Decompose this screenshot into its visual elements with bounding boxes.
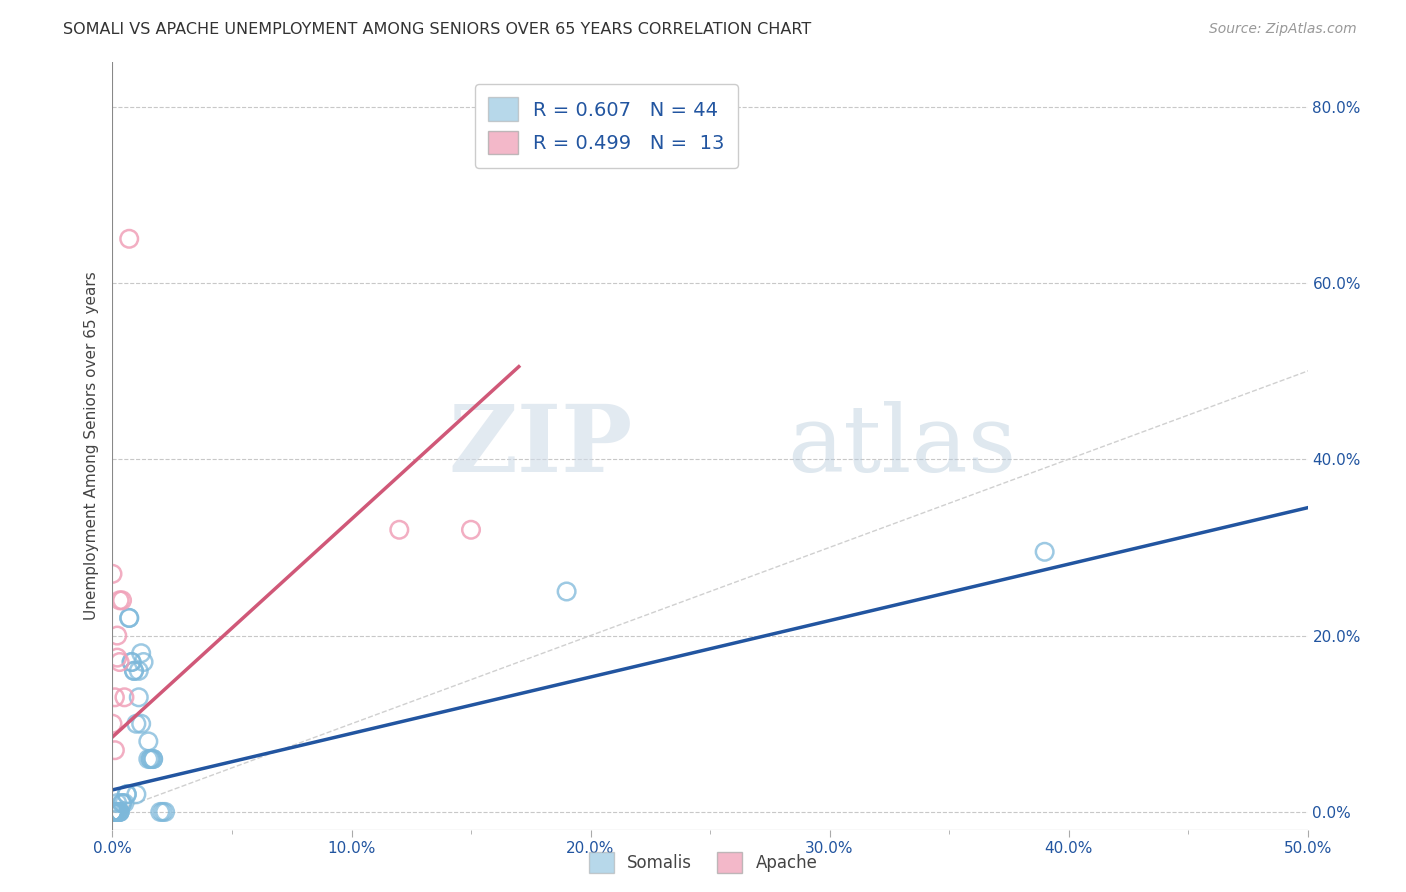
Point [115, 787, 138, 801]
Point [101, 805, 124, 819]
Point [1033, 545, 1056, 559]
Point [108, 805, 131, 819]
Point [104, 805, 127, 819]
Y-axis label: Unemployment Among Seniors over 65 years: Unemployment Among Seniors over 65 years [83, 272, 98, 620]
Point [388, 523, 411, 537]
Point [118, 611, 141, 625]
Point [142, 752, 165, 766]
Point [125, 787, 148, 801]
Point [128, 690, 150, 705]
Point [108, 655, 131, 669]
Text: ZIP: ZIP [449, 401, 633, 491]
Point [153, 805, 176, 819]
Point [101, 566, 124, 581]
Point [108, 805, 131, 819]
Point [105, 805, 128, 819]
Point [104, 805, 127, 819]
Point [105, 629, 128, 643]
Point [555, 584, 578, 599]
Point [105, 650, 128, 665]
Point [128, 664, 150, 678]
Point [104, 805, 127, 819]
Point [114, 690, 135, 705]
Point [138, 734, 160, 748]
Legend: R = 0.607   N = 44, R = 0.499   N =  13: R = 0.607 N = 44, R = 0.499 N = 13 [475, 84, 738, 168]
Point [152, 805, 174, 819]
Text: Source: ZipAtlas.com: Source: ZipAtlas.com [1209, 22, 1357, 37]
Point [114, 796, 135, 810]
Point [108, 805, 131, 819]
Point [132, 655, 155, 669]
Legend: Somalis, Apache: Somalis, Apache [582, 846, 824, 880]
Point [111, 593, 134, 607]
Point [118, 611, 141, 625]
Point [108, 593, 131, 607]
Point [115, 787, 138, 801]
Point [139, 752, 162, 766]
Text: atlas: atlas [787, 401, 1017, 491]
Point [101, 805, 124, 819]
Point [125, 716, 148, 731]
Point [138, 752, 160, 766]
Text: SOMALI VS APACHE UNEMPLOYMENT AMONG SENIORS OVER 65 YEARS CORRELATION CHART: SOMALI VS APACHE UNEMPLOYMENT AMONG SENI… [63, 22, 811, 37]
Point [101, 805, 124, 819]
Point [101, 716, 124, 731]
Point [105, 805, 128, 819]
Point [149, 805, 172, 819]
Point [460, 523, 482, 537]
Point [139, 752, 162, 766]
Point [105, 805, 128, 819]
Point [122, 664, 145, 678]
Point [129, 646, 152, 660]
Point [122, 664, 145, 678]
Point [111, 796, 134, 810]
Point [104, 690, 127, 705]
Point [111, 796, 134, 810]
Point [121, 655, 143, 669]
Point [101, 805, 124, 819]
Point [142, 752, 165, 766]
Point [105, 796, 128, 810]
Point [104, 805, 127, 819]
Point [118, 232, 141, 246]
Point [104, 743, 127, 757]
Point [129, 716, 152, 731]
Point [121, 655, 143, 669]
